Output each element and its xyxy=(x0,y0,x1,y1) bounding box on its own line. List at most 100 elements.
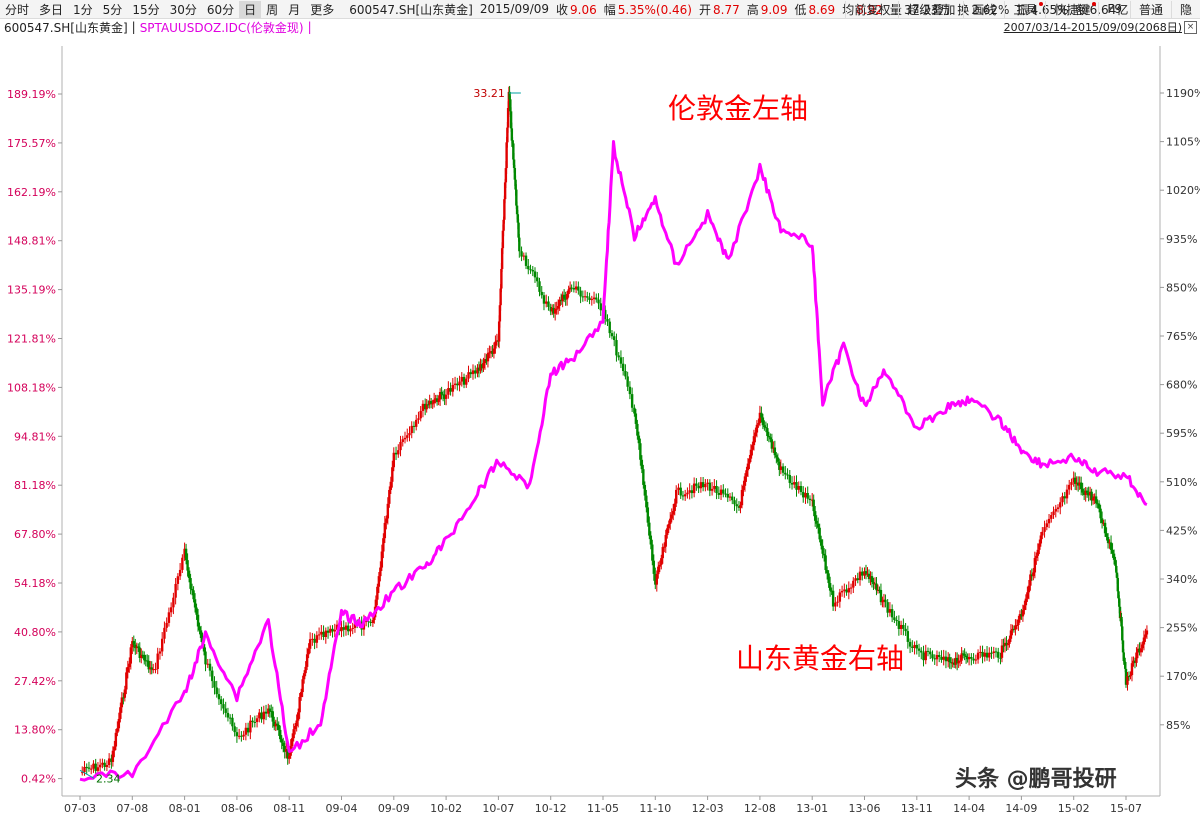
tool-button-6[interactable]: 普通 xyxy=(1129,0,1171,18)
period-tab-2[interactable]: 1分 xyxy=(73,2,93,17)
close-icon[interactable]: × xyxy=(1184,21,1197,34)
stock-candle-body xyxy=(886,602,889,613)
stock-candle-body xyxy=(399,441,402,451)
stock-candle-body xyxy=(856,578,859,581)
tool-button-0[interactable]: 前复权 xyxy=(845,0,898,18)
stock-candle-body xyxy=(367,621,370,623)
period-tab-0[interactable]: 分时 xyxy=(5,2,30,17)
stock-candle-body xyxy=(957,660,960,664)
stock-candle-body xyxy=(193,599,197,608)
stock-candle-body xyxy=(1103,522,1107,534)
stock-candle-body xyxy=(425,404,428,410)
legend-stock[interactable]: 600547.SH[山东黄金] xyxy=(4,20,128,35)
stock-candle-body xyxy=(1144,634,1147,638)
stock-candle-body xyxy=(215,687,218,695)
stock-candle-body xyxy=(146,660,149,662)
stock-candle-body xyxy=(586,296,589,298)
tool-button-4[interactable]: 快捷键 xyxy=(1045,0,1098,18)
stock-candle-body xyxy=(260,712,263,720)
period-tab-5[interactable]: 30分 xyxy=(169,2,197,17)
legend-gold[interactable]: SPTAUUSDOZ.IDC(伦敦金现) xyxy=(139,20,304,35)
stock-candle-body xyxy=(645,495,648,508)
stock-candle-body xyxy=(522,255,526,257)
stock-candle-body xyxy=(508,91,511,100)
stock-candle-body xyxy=(876,589,880,591)
stock-candle-body xyxy=(1094,496,1098,504)
period-tab-6[interactable]: 60分 xyxy=(206,2,235,17)
stock-candle-body xyxy=(770,439,774,449)
stock-candle-body xyxy=(326,630,330,633)
x-tick-label-1: 07-08 xyxy=(116,802,148,815)
stock-candle-body xyxy=(333,629,336,632)
stock-candle-body xyxy=(866,573,869,575)
stock-candle-body xyxy=(183,548,186,558)
stock-candle-body xyxy=(843,589,846,591)
stock-candle-body xyxy=(117,718,121,729)
tool-button-2[interactable]: 画线 xyxy=(963,0,1004,18)
stock-candle-body xyxy=(881,601,884,603)
stock-candle-body xyxy=(489,351,493,353)
quote-turnover: 换 2.62% xyxy=(957,2,1010,17)
stock-candle-body xyxy=(570,287,573,289)
quote-open: 开 8.77 xyxy=(698,2,740,17)
stock-candle-body xyxy=(788,474,791,483)
stock-candle-body xyxy=(277,724,280,730)
stock-candle-body xyxy=(397,450,400,455)
stock-candle-body xyxy=(123,689,127,698)
stock-candle-body xyxy=(719,489,723,495)
stock-candle-body xyxy=(1099,508,1102,519)
period-tab-7[interactable]: 日 xyxy=(239,0,262,18)
left-tick-label-10: 54.18% xyxy=(14,577,56,590)
chart-legend: 600547.SH[山东黄金] | SPTAUUSDOZ.IDC(伦敦金现) | xyxy=(0,19,1200,35)
stock-candle-body xyxy=(1017,619,1020,626)
stock-candle-body xyxy=(574,286,578,290)
stock-candle-body xyxy=(116,728,119,733)
stock-candle-body xyxy=(267,708,270,714)
stock-candle-body xyxy=(545,301,548,304)
stock-candle-body xyxy=(628,386,632,395)
stock-candle-body xyxy=(103,762,106,767)
stock-candle-body xyxy=(119,707,122,719)
x-tick-label-14: 13-01 xyxy=(796,802,828,815)
period-tab-9[interactable]: 月 xyxy=(288,2,301,17)
stock-candle-body xyxy=(553,308,557,314)
stock-candle-body xyxy=(893,617,896,620)
stock-candle-body xyxy=(1065,489,1069,499)
stock-candle-body xyxy=(899,624,903,629)
stock-candle-body xyxy=(1121,640,1125,653)
stock-candle-body xyxy=(870,576,874,583)
stock-candle-body xyxy=(766,428,769,437)
period-tab-8[interactable]: 周 xyxy=(266,2,279,17)
stock-candle-body xyxy=(382,538,385,552)
stock-candle-body xyxy=(1020,614,1023,617)
stock-candle-body xyxy=(917,648,921,651)
period-tab-10[interactable]: 更多 xyxy=(310,2,335,17)
period-tab-4[interactable]: 15分 xyxy=(132,2,160,17)
left-tick-label-2: 162.19% xyxy=(7,186,56,199)
date-range-link[interactable]: 2007/03/14-2015/09/09(2068日) xyxy=(1003,21,1182,34)
stock-candle-body xyxy=(285,749,288,752)
tool-button-3[interactable]: 工具 xyxy=(1004,0,1045,18)
period-tab-3[interactable]: 5分 xyxy=(102,2,123,17)
legend-end-separator: | xyxy=(307,20,312,34)
stock-candle-body xyxy=(531,269,534,272)
stock-candle-body xyxy=(500,268,503,289)
stock-candle-body xyxy=(1126,676,1129,685)
stock-candle-body xyxy=(688,490,691,493)
stock-candle-body xyxy=(512,143,515,160)
stock-candle-body xyxy=(385,518,388,523)
stock-candle-body xyxy=(192,590,195,600)
stock-candle-body xyxy=(406,435,409,438)
tool-button-7[interactable]: 隐 xyxy=(1170,0,1200,18)
stock-candle-body xyxy=(150,667,153,670)
stock-candle-body xyxy=(643,484,647,496)
stock-candle-body xyxy=(864,571,868,574)
stock-candle-body xyxy=(353,624,357,628)
stock-candle-body xyxy=(505,142,508,169)
stock-candle-body xyxy=(1029,574,1032,586)
x-tick-label-13: 12-08 xyxy=(744,802,776,815)
stock-candle-body xyxy=(296,712,300,721)
tool-button-1[interactable]: 超级叠加 xyxy=(898,0,963,18)
tool-button-5[interactable]: F9 xyxy=(1098,2,1130,16)
period-tab-1[interactable]: 多日 xyxy=(39,2,64,17)
